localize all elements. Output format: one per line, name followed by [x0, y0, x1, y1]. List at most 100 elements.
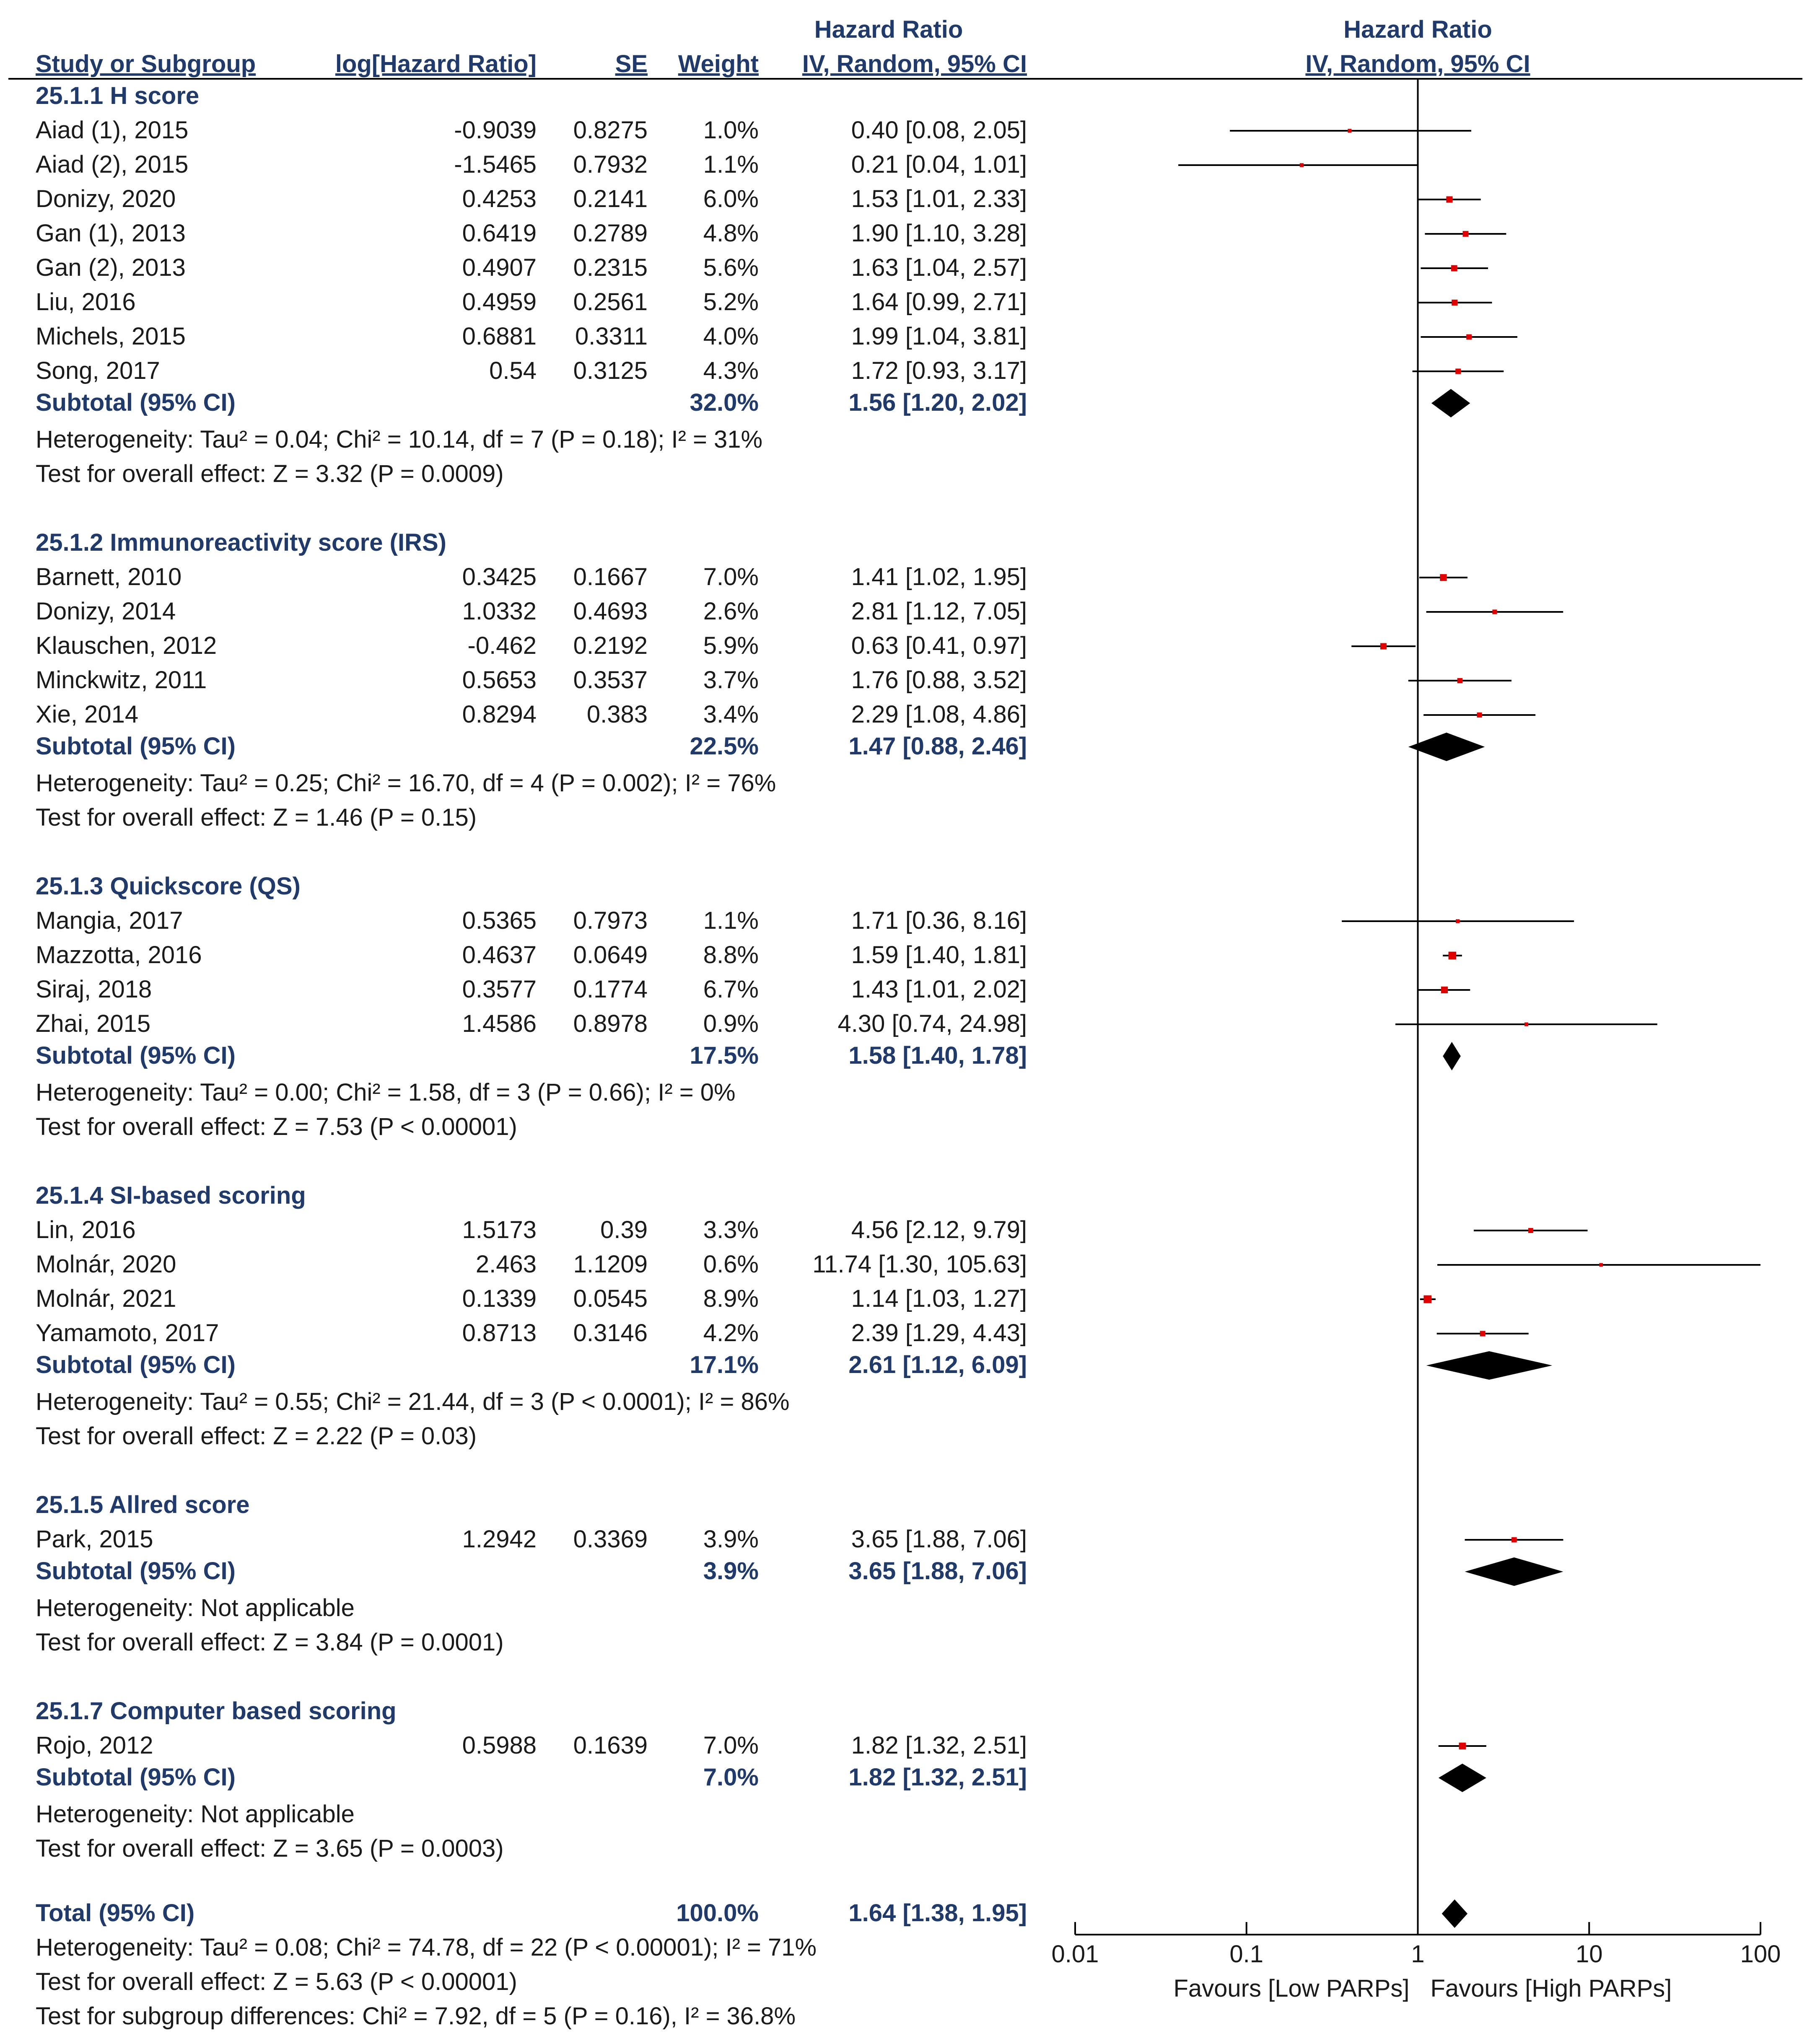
x-tick-label: 0.1 [1229, 1940, 1263, 1968]
subtotal-diamond [1443, 1042, 1461, 1070]
subtotal-diamond [1465, 1557, 1563, 1586]
study-name: Molnár, 2020 [36, 1251, 176, 1278]
study-name: Lin, 2016 [36, 1216, 136, 1243]
study-se: 0.2141 [573, 185, 648, 212]
subtotal-label: Subtotal (95% CI) [36, 1557, 236, 1585]
study-se: 0.8978 [573, 1010, 648, 1037]
overall-effect-text: Test for overall effect: Z = 3.32 (P = 0… [36, 460, 504, 487]
study-point [1492, 609, 1497, 614]
subtotal-label: Subtotal (95% CI) [36, 733, 236, 760]
total-weight: 100.0% [676, 1899, 759, 1927]
overall-effect-text: Test for overall effect: Z = 3.84 (P = 0… [36, 1629, 504, 1656]
study-point [1299, 163, 1304, 167]
study-weight: 8.9% [703, 1285, 759, 1312]
study-ci: 0.63 [0.41, 0.97] [851, 632, 1027, 659]
study-loghr: 0.6419 [462, 220, 537, 247]
study-loghr: 0.5988 [462, 1732, 537, 1759]
study-loghr: 0.4253 [462, 185, 537, 212]
study-name: Molnár, 2021 [36, 1285, 176, 1312]
study-se: 0.2561 [573, 288, 648, 316]
study-ci: 1.63 [1.04, 2.57] [851, 254, 1027, 281]
study-point [1452, 299, 1458, 306]
study-loghr: 1.0332 [462, 598, 537, 625]
study-ci: 11.74 [1.30, 105.63] [812, 1251, 1027, 1278]
subtotal-label: Subtotal (95% CI) [36, 1351, 236, 1378]
study-point [1446, 196, 1453, 203]
study-name: Gan (1), 2013 [36, 220, 186, 247]
study-point [1451, 265, 1457, 272]
plot-header-title: Hazard Ratio [1343, 16, 1492, 43]
total-label: Total (95% CI) [36, 1899, 194, 1927]
study-loghr: 0.54 [489, 357, 537, 384]
subgroup-title: 25.1.4 SI-based scoring [36, 1182, 306, 1209]
study-weight: 7.0% [703, 1732, 759, 1759]
study-ci: 1.99 [1.04, 3.81] [851, 323, 1027, 350]
study-point [1440, 574, 1447, 581]
study-ci: 3.65 [1.88, 7.06] [851, 1526, 1027, 1553]
total-diamond [1441, 1899, 1468, 1928]
study-se: 0.0649 [573, 941, 648, 969]
study-weight: 4.0% [703, 323, 759, 350]
total-heterogeneity-text: Heterogeneity: Tau² = 0.08; Chi² = 74.78… [36, 1934, 817, 1961]
heterogeneity-text: Heterogeneity: Tau² = 0.00; Chi² = 1.58,… [36, 1079, 736, 1106]
study-ci: 2.39 [1.29, 4.43] [851, 1319, 1027, 1347]
study-ci: 1.64 [0.99, 2.71] [851, 288, 1027, 316]
subtotal-weight: 3.9% [703, 1557, 759, 1585]
overall-effect-text: Test for overall effect: Z = 1.46 (P = 0… [36, 804, 477, 831]
study-ci: 0.21 [0.04, 1.01] [851, 151, 1027, 178]
study-ci: 2.81 [1.12, 7.05] [851, 598, 1027, 625]
study-loghr: -0.462 [468, 632, 537, 659]
study-ci: 1.90 [1.10, 3.28] [851, 220, 1027, 247]
study-se: 0.3311 [575, 323, 648, 350]
study-loghr: 0.4959 [462, 288, 537, 316]
subtotal-diamond [1408, 733, 1485, 761]
overall-effect-text: Test for overall effect: Z = 7.53 (P < 0… [36, 1113, 517, 1140]
study-name: Aiad (1), 2015 [36, 117, 188, 144]
study-point [1477, 712, 1482, 718]
subtotal-weight: 22.5% [690, 733, 759, 760]
study-se: 0.383 [587, 701, 648, 728]
subtotal-ci: 1.56 [1.20, 2.02] [848, 389, 1027, 416]
study-point [1466, 334, 1472, 340]
study-weight: 3.4% [703, 701, 759, 728]
plot-header-method: IV, Random, 95% CI [1305, 50, 1530, 78]
study-name: Minckwitz, 2011 [36, 666, 207, 694]
study-name: Xie, 2014 [36, 701, 138, 728]
heterogeneity-text: Heterogeneity: Tau² = 0.04; Chi² = 10.14… [36, 426, 762, 453]
heterogeneity-text: Heterogeneity: Not applicable [36, 1594, 355, 1622]
study-point [1462, 231, 1469, 237]
study-point [1524, 1022, 1528, 1026]
subtotal-weight: 17.1% [690, 1351, 759, 1378]
study-loghr: 2.463 [476, 1251, 537, 1278]
x-tick-label: 0.01 [1052, 1940, 1099, 1968]
study-loghr: 0.5653 [462, 666, 537, 694]
subgroup-title: 25.1.5 Allred score [36, 1491, 249, 1518]
study-se: 0.3369 [573, 1526, 648, 1553]
study-ci: 1.71 [0.36, 8.16] [851, 907, 1027, 934]
study-loghr: 0.5365 [462, 907, 537, 934]
study-weight: 1.1% [703, 151, 759, 178]
study-loghr: -0.9039 [454, 117, 537, 144]
study-point [1457, 678, 1463, 684]
subgroup-title: 25.1.3 Quickscore (QS) [36, 873, 301, 900]
study-ci: 1.59 [1.40, 1.81] [851, 941, 1027, 969]
subgroup-title: 25.1.7 Computer based scoring [36, 1697, 397, 1725]
study-ci: 1.53 [1.01, 2.33] [851, 185, 1027, 212]
study-name: Song, 2017 [36, 357, 160, 384]
study-name: Yamamoto, 2017 [36, 1319, 219, 1347]
study-ci: 1.14 [1.03, 1.27] [851, 1285, 1027, 1312]
study-ci: 1.76 [0.88, 3.52] [851, 666, 1027, 694]
study-point [1480, 1331, 1486, 1337]
study-se: 0.2315 [573, 254, 648, 281]
study-se: 0.7932 [573, 151, 648, 178]
study-name: Liu, 2016 [36, 288, 136, 316]
study-weight: 3.9% [703, 1526, 759, 1553]
study-name: Michels, 2015 [36, 323, 186, 350]
col-header-hr-method: IV, Random, 95% CI [802, 50, 1027, 78]
study-weight: 5.6% [703, 254, 759, 281]
study-loghr: 0.4907 [462, 254, 537, 281]
subtotal-weight: 32.0% [690, 389, 759, 416]
col-header-se: SE [615, 50, 648, 78]
subtotal-label: Subtotal (95% CI) [36, 1042, 236, 1069]
